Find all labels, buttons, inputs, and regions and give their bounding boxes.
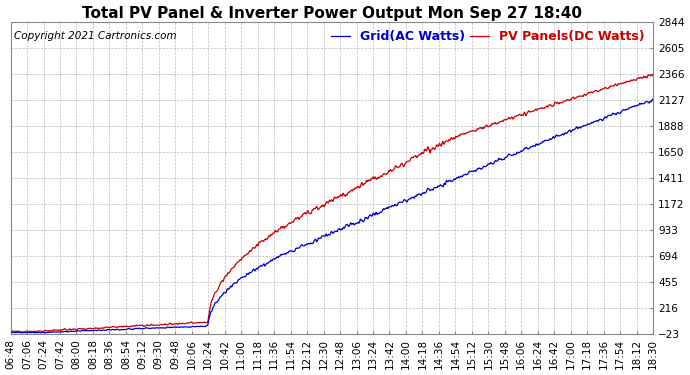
- Grid(AC Watts): [649, 97, 657, 101]
- PV Panels(DC Watts): [319, 203, 328, 207]
- Grid(AC Watts): [302, 242, 311, 247]
- Grid(AC Watts): [6, 330, 14, 334]
- Grid(AC Watts): [513, 150, 521, 154]
- Line: Grid(AC Watts): Grid(AC Watts): [10, 99, 653, 333]
- PV Panels(DC Watts): [631, 78, 639, 82]
- PV Panels(DC Watts): [302, 212, 311, 216]
- Grid(AC Watts): [37, 331, 45, 335]
- Grid(AC Watts): [319, 234, 328, 238]
- Text: Copyright 2021 Cartronics.com: Copyright 2021 Cartronics.com: [14, 31, 177, 41]
- PV Panels(DC Watts): [644, 72, 653, 77]
- Legend: Grid(AC Watts), PV Panels(DC Watts): Grid(AC Watts), PV Panels(DC Watts): [328, 28, 647, 46]
- PV Panels(DC Watts): [649, 73, 657, 77]
- PV Panels(DC Watts): [513, 113, 521, 118]
- Grid(AC Watts): [39, 330, 48, 334]
- Title: Total PV Panel & Inverter Power Output Mon Sep 27 18:40: Total PV Panel & Inverter Power Output M…: [82, 6, 582, 21]
- PV Panels(DC Watts): [630, 78, 638, 82]
- Grid(AC Watts): [631, 104, 639, 108]
- Grid(AC Watts): [630, 104, 638, 108]
- PV Panels(DC Watts): [39, 329, 48, 334]
- PV Panels(DC Watts): [17, 330, 25, 334]
- Line: PV Panels(DC Watts): PV Panels(DC Watts): [10, 75, 653, 332]
- PV Panels(DC Watts): [6, 329, 14, 334]
